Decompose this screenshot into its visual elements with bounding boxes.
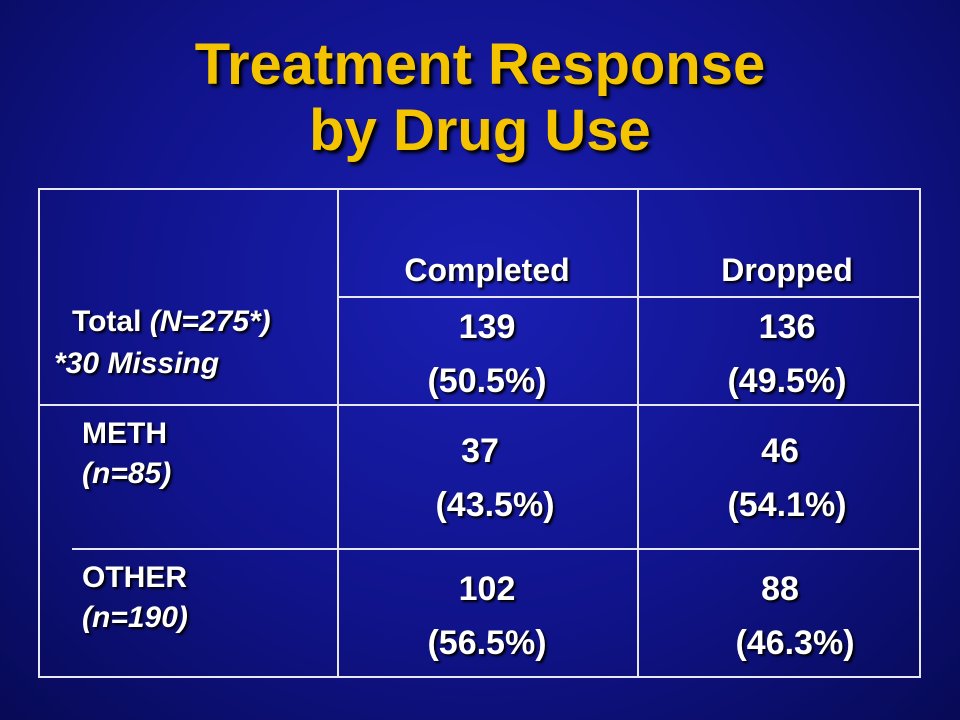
other-completed-percent: (56.5%)	[427, 624, 547, 662]
meth-row-divider	[72, 548, 921, 550]
total-dropped-value: 136	[758, 308, 816, 346]
column-header-dropped: Dropped	[721, 252, 853, 288]
total-row-divider	[38, 404, 921, 406]
title-line-2: by Drug Use	[309, 98, 651, 163]
column-divider-1	[337, 188, 339, 678]
total-n: (N=275*)	[149, 305, 271, 338]
meth-completed-value: 37	[461, 432, 499, 470]
slide-title: Treatment Response by Drug Use	[0, 32, 960, 164]
column-header-completed: Completed	[404, 252, 570, 288]
table-border-top	[38, 188, 921, 190]
other-dropped-percent: (46.3%)	[735, 624, 855, 662]
table-border-bottom	[38, 676, 921, 678]
other-n: (n=190)	[82, 601, 188, 634]
table-border-right	[919, 188, 921, 678]
table-border-left	[38, 188, 40, 678]
total-label-text: Total	[72, 305, 142, 338]
column-divider-2	[637, 188, 639, 678]
meth-dropped-percent: (54.1%)	[727, 486, 847, 524]
other-label: OTHER	[82, 561, 187, 594]
title-line-1: Treatment Response	[194, 32, 766, 97]
other-completed-value: 102	[458, 570, 516, 608]
other-dropped-value: 88	[761, 570, 799, 608]
total-completed-percent: (50.5%)	[427, 362, 547, 400]
meth-label: METH	[82, 417, 167, 450]
meth-completed-percent: (43.5%)	[435, 486, 555, 524]
total-dropped-percent: (49.5%)	[727, 362, 847, 400]
meth-dropped-value: 46	[761, 432, 799, 470]
meth-n: (n=85)	[82, 457, 172, 490]
missing-note: *30 Missing	[54, 347, 220, 380]
header-row-divider	[337, 296, 921, 298]
total-completed-value: 139	[458, 308, 516, 346]
total-label: Total (N=275*)	[72, 304, 271, 340]
